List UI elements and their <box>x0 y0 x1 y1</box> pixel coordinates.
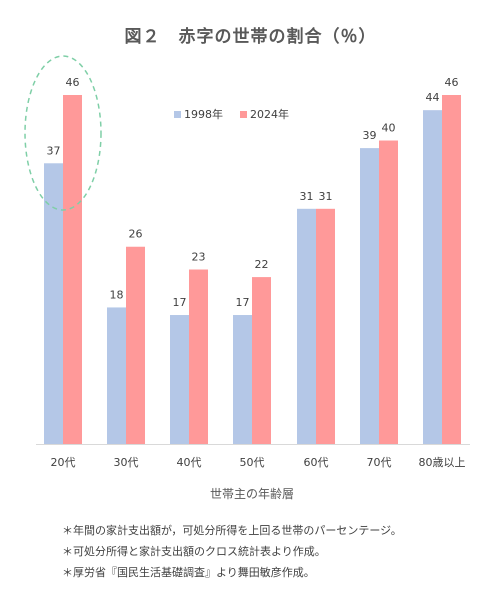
legend-label-2: 2024年 <box>250 107 289 121</box>
legend-swatch-1 <box>174 111 181 118</box>
data-label-series1-6: 44 <box>426 91 440 104</box>
bar-series2-0 <box>63 95 82 444</box>
highlight-ellipse <box>24 55 102 211</box>
bar-series2-2 <box>189 269 208 444</box>
x-tick-label-1: 30代 <box>114 456 139 469</box>
bar-series1-2 <box>170 315 189 444</box>
data-label-series2-4: 31 <box>319 190 333 203</box>
bar-series1-4 <box>297 208 316 444</box>
bar-series2-1 <box>126 246 145 444</box>
data-label-series2-0: 46 <box>66 76 80 89</box>
footnote-2: ＊可処分所得と家計支出額のクロス統計表より作成。 <box>62 545 326 558</box>
x-tick-label-3: 50代 <box>240 456 265 469</box>
x-tick-label-6: 80歳以上 <box>419 456 466 469</box>
x-tick-label-5: 70代 <box>367 456 392 469</box>
x-axis-label: 世帯主の年齢層 <box>210 486 294 501</box>
data-label-series1-1: 18 <box>110 288 124 301</box>
data-label-series2-5: 40 <box>382 122 396 135</box>
data-label-series1-2: 17 <box>173 296 187 309</box>
x-tick-label-2: 40代 <box>177 456 202 469</box>
footnotes: ＊年間の家計支出額が，可処分所得を上回る世帯のパーセンテージ。 ＊可処分所得と家… <box>62 520 402 583</box>
x-tick-label-0: 20代 <box>51 456 76 469</box>
bar-series1-3 <box>233 315 252 444</box>
data-label-series1-0: 37 <box>47 144 61 157</box>
data-label-series2-1: 26 <box>129 228 143 241</box>
bar-chart: 37 46 20代 18 26 30代 17 23 40代 17 22 50代 31 31 60代 39 40 7… <box>24 55 470 501</box>
bar-series2-5 <box>379 140 398 445</box>
bar-series2-3 <box>252 277 271 444</box>
footnote-3: ＊厚労省『国民生活基礎調査』より舞田敏彦作成。 <box>62 566 315 579</box>
legend-swatch-2 <box>240 111 247 118</box>
bar-series1-1 <box>107 307 126 444</box>
data-label-series2-6: 46 <box>445 76 459 89</box>
data-label-series1-4: 31 <box>300 190 314 203</box>
chart-title: 図２ 赤字の世帯の割合（％） <box>124 27 377 47</box>
x-tick-label-4: 60代 <box>304 456 329 469</box>
footnote-1: ＊年間の家計支出額が，可処分所得を上回る世帯のパーセンテージ。 <box>62 524 402 537</box>
data-label-series1-3: 17 <box>236 296 250 309</box>
bar-series2-4 <box>316 208 335 444</box>
bar-series1-0 <box>44 163 63 445</box>
bar-series1-6 <box>423 110 442 444</box>
legend-label-1: 1998年 <box>184 107 223 121</box>
data-label-series2-3: 22 <box>255 258 269 271</box>
bar-series1-5 <box>360 148 379 444</box>
data-label-series2-2: 23 <box>192 251 206 264</box>
data-label-series1-5: 39 <box>363 129 377 142</box>
bar-series2-6 <box>442 95 461 444</box>
